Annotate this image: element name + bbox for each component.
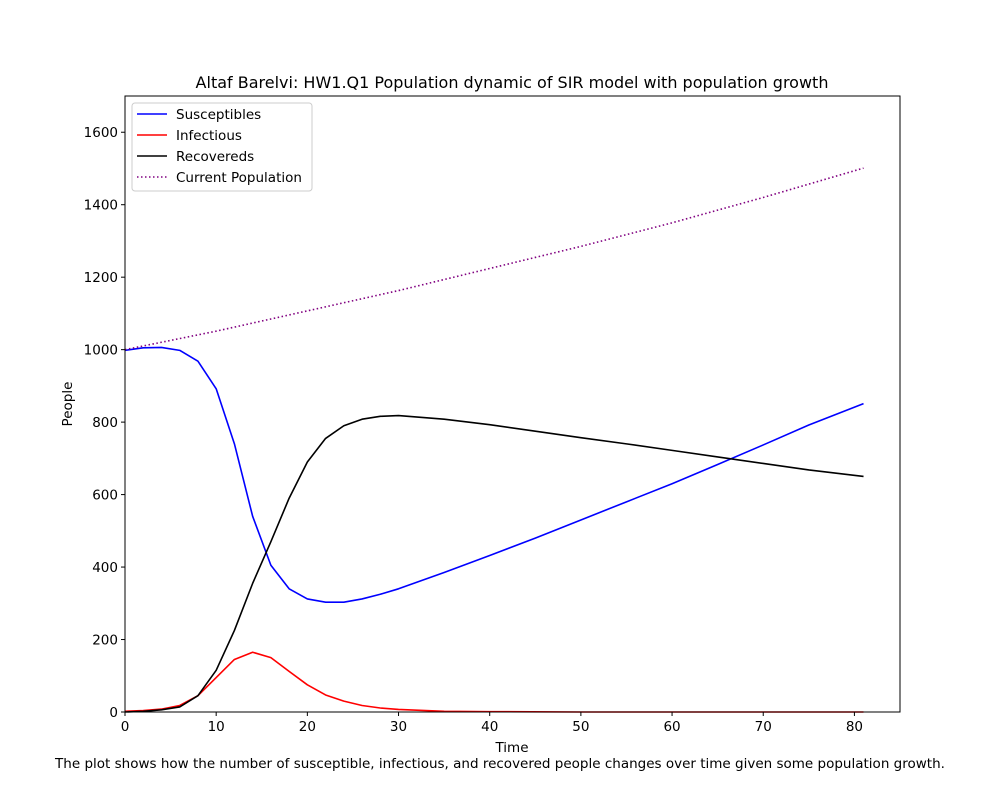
x-tick-label: 10 — [208, 719, 225, 735]
legend-label-susceptibles: Susceptibles — [176, 107, 261, 123]
y-tick-label: 200 — [92, 633, 118, 649]
y-tick-label: 400 — [92, 560, 118, 576]
y-tick-label: 1200 — [84, 270, 118, 286]
y-tick-label: 600 — [92, 488, 118, 504]
series-line-recovereds — [124, 414, 864, 713]
legend-label-infectious: Infectious — [176, 128, 242, 144]
series-layer — [124, 167, 864, 713]
series-line-current-population — [124, 167, 864, 351]
y-tick-label: 1600 — [84, 125, 118, 141]
legend-box — [131, 102, 313, 192]
x-axis-label: Time — [494, 740, 528, 756]
y-axis-label: People — [60, 382, 76, 427]
x-tick-label: 0 — [121, 719, 130, 735]
y-tick-label: 0 — [109, 705, 118, 721]
legend-label-current-population: Current Population — [176, 170, 302, 186]
legend-label-recovereds: Recovereds — [176, 149, 254, 165]
chart-title: Altaf Barelvi: HW1.Q1 Population dynamic… — [196, 73, 829, 92]
x-tick-label: 30 — [390, 719, 407, 735]
legend: Susceptibles Infectious Recovereds Current … — [131, 102, 313, 192]
x-tick-label: 60 — [663, 719, 680, 735]
y-tick-label: 1400 — [84, 198, 118, 214]
y-axis: 0 200 400 600 800 1000 1200 1400 1600 — [84, 125, 125, 721]
plot-area — [124, 95, 901, 713]
x-tick-label: 80 — [846, 719, 863, 735]
axes-frame — [124, 95, 901, 713]
x-axis: 0 10 20 30 40 50 60 70 80 — [121, 712, 863, 735]
y-tick-label: 1000 — [84, 343, 118, 359]
figure-caption: The plot shows how the number of suscept… — [54, 756, 945, 772]
series-line-susceptibles — [124, 346, 864, 604]
x-tick-label: 70 — [755, 719, 772, 735]
x-tick-label: 40 — [481, 719, 498, 735]
legend-entries: Susceptibles Infectious Recovereds Current … — [137, 107, 302, 186]
x-tick-label: 50 — [572, 719, 589, 735]
y-tick-label: 800 — [92, 415, 118, 431]
x-tick-label: 20 — [299, 719, 316, 735]
